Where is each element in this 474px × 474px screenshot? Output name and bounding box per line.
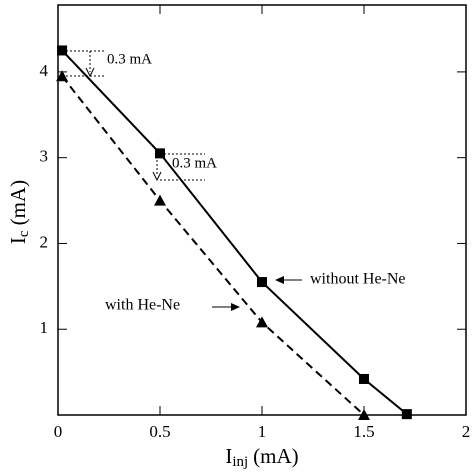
x-tick-label: 2 [462, 422, 471, 441]
marker [256, 316, 268, 328]
series-label: without He-Ne [310, 271, 406, 288]
y-tick-label: 3 [40, 147, 49, 166]
y-tick-label: 1 [40, 318, 49, 337]
x-tick-label: 0.5 [149, 422, 170, 441]
y-axis-label: Ic(mA) [6, 180, 33, 244]
arrow [85, 67, 95, 78]
annotation: 0.3 mA [172, 155, 217, 171]
marker [154, 194, 166, 206]
annotation: 0.3 mA [107, 51, 152, 67]
marker [56, 70, 69, 82]
arrow [152, 171, 162, 182]
series-label: with He-Ne [105, 297, 180, 314]
series-line [61, 49, 408, 415]
arrow-head [231, 303, 240, 311]
x-tick-label: 0 [54, 422, 63, 441]
arrow-head [275, 276, 284, 284]
y-tick-label: 4 [40, 61, 49, 80]
marker [359, 373, 369, 384]
marker [257, 277, 267, 288]
annotation-guides [62, 50, 205, 181]
marker [401, 409, 412, 420]
x-tick-label: 1 [258, 422, 267, 441]
x-tick-label: 1.5 [353, 422, 374, 441]
marker [57, 45, 68, 56]
marker [155, 148, 165, 159]
marker [358, 409, 370, 420]
series-line [61, 75, 365, 416]
y-tick-label: 2 [40, 232, 49, 251]
x-axis-label: Iinj (mA) [225, 444, 298, 471]
